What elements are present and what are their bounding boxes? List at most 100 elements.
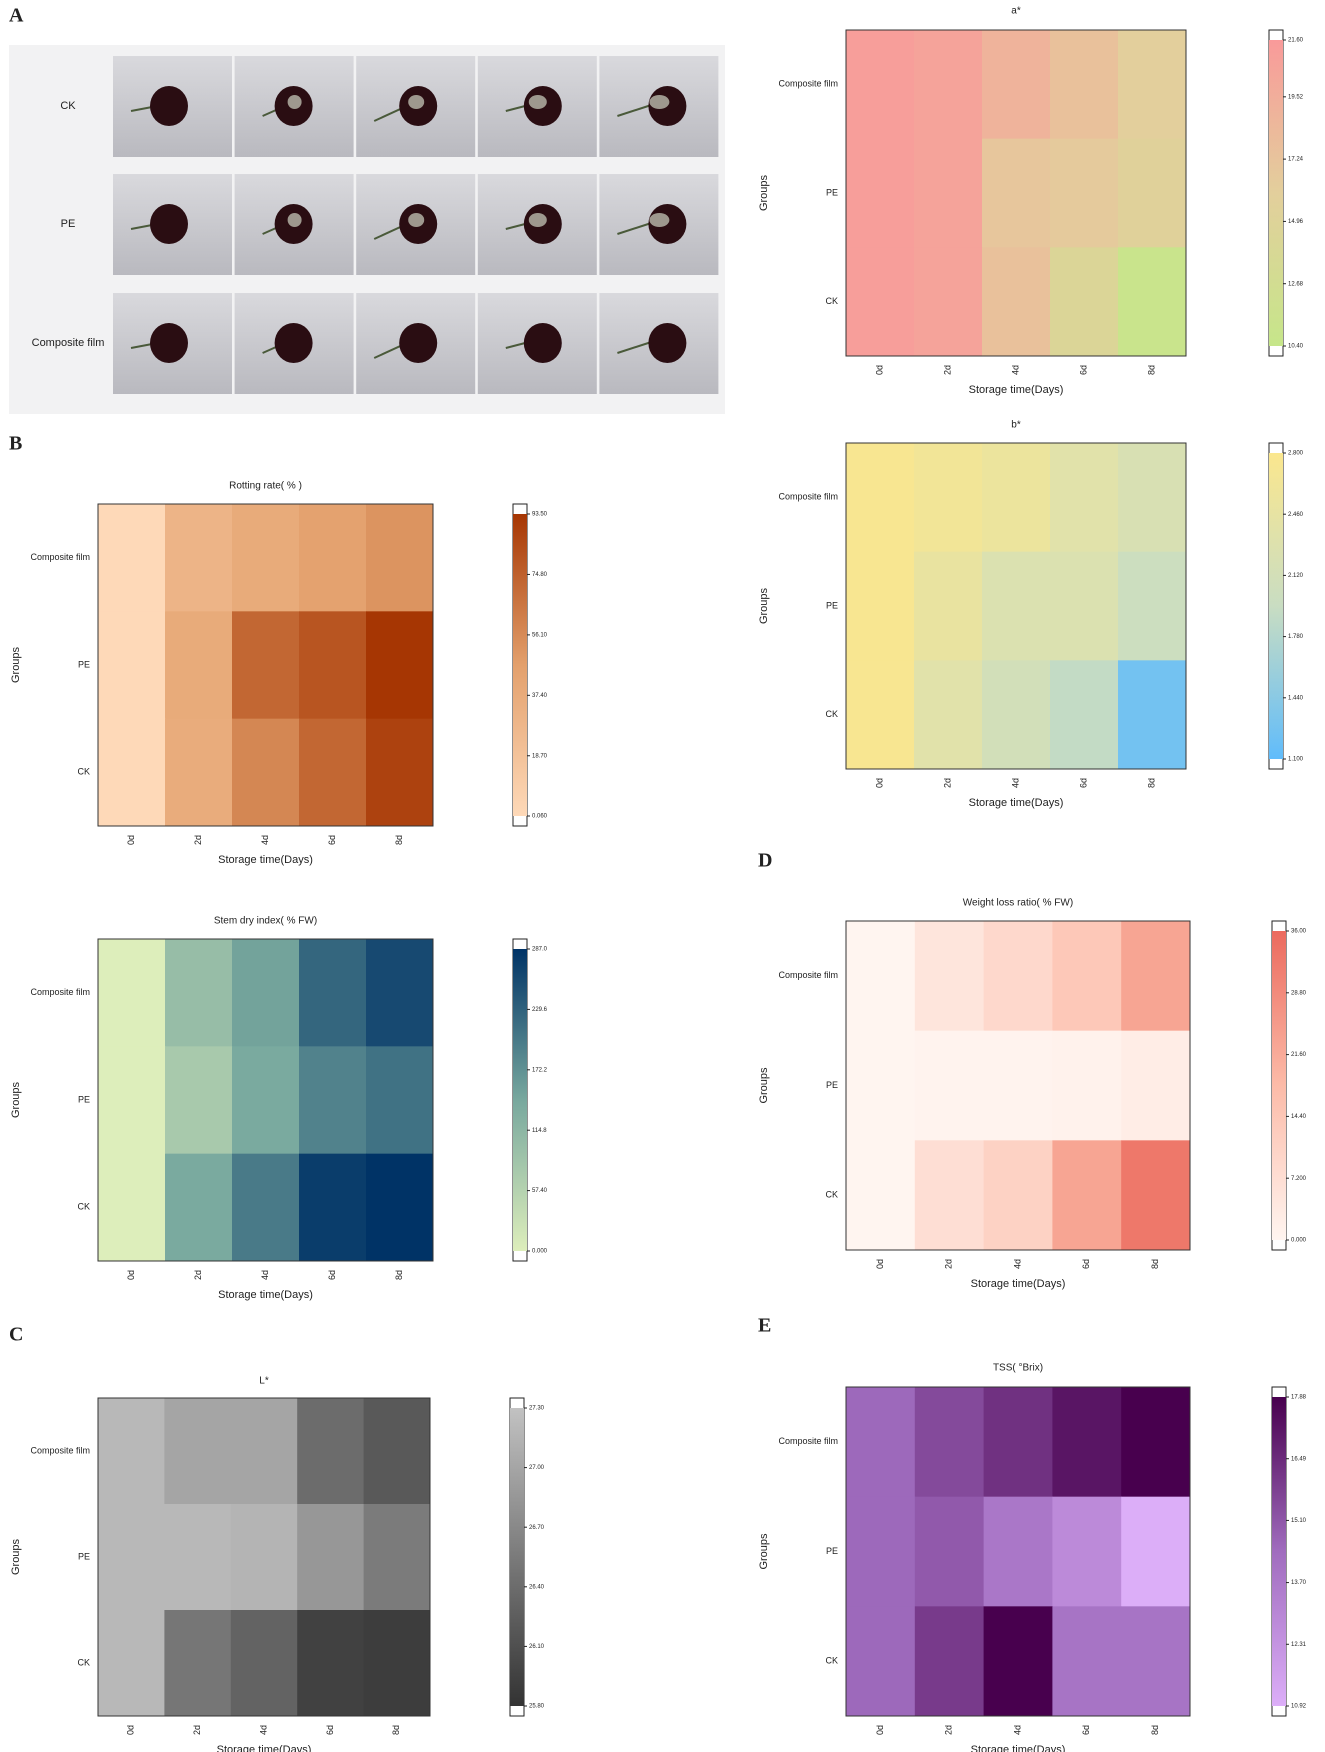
x-tick-label: 6d (327, 1270, 337, 1280)
heat-cell (982, 660, 1051, 769)
heat-cell (165, 719, 233, 827)
heat-cell (982, 139, 1051, 248)
photo-row-label: Composite film (32, 337, 105, 349)
heat-cell (297, 1610, 364, 1717)
x-tick-label: 0d (875, 1259, 885, 1269)
colorbar-tick-label: 74.80 (532, 572, 548, 578)
heat-cell (1118, 30, 1187, 139)
heat-cell (232, 939, 300, 1047)
heat-cell (299, 719, 367, 827)
heat-cell (165, 939, 233, 1047)
cherry (150, 323, 188, 363)
colorbar-tick-label: 2.800 (1288, 451, 1304, 457)
heat-cell (915, 1140, 984, 1250)
colorbar-tick-label: 14.96 (1288, 219, 1304, 225)
colorbar (1272, 1397, 1286, 1706)
x-axis-label: Storage time(Days) (218, 854, 313, 866)
x-tick-label: 2d (193, 1270, 203, 1280)
colorbar-tick-label: 17.88 (1291, 1395, 1307, 1401)
heat-cell (98, 1504, 165, 1611)
colorbar-tick-label: 10.92 (1291, 1704, 1307, 1710)
y-tick-label: PE (826, 1080, 838, 1090)
colorbar-tick-label: 26.10 (529, 1644, 545, 1650)
heat-cell (232, 1046, 300, 1154)
heat-cell (364, 1504, 431, 1611)
heat-cell (299, 611, 367, 719)
heat-cell (98, 1046, 166, 1154)
heat-cell (915, 1387, 984, 1497)
x-axis-label: Storage time(Days) (969, 797, 1064, 809)
heat-cell (846, 552, 915, 661)
y-tick-label: PE (78, 1551, 90, 1561)
x-tick-label: 8d (1146, 778, 1156, 788)
heat-cell (165, 504, 233, 612)
y-tick-label: CK (825, 1656, 838, 1666)
y-tick-label: CK (825, 709, 838, 719)
panel-label: B (9, 433, 22, 455)
colorbar-tick-label: 0.060 (532, 814, 548, 820)
heat-cell (366, 1046, 434, 1154)
mold (529, 95, 547, 109)
colorbar-tick-label: 1.780 (1288, 634, 1304, 640)
x-tick-label: 6d (1081, 1725, 1091, 1735)
x-axis-label: Storage time(Days) (971, 1744, 1066, 1752)
x-axis-label: Storage time(Days) (218, 1289, 313, 1301)
colorbar-tick-label: 57.40 (532, 1188, 548, 1194)
heat-cell (984, 1387, 1053, 1497)
cherry (275, 323, 313, 363)
x-tick-label: 0d (874, 365, 884, 375)
y-tick-label: Composite film (778, 79, 838, 89)
colorbar-tick-label: 0.000 (532, 1249, 548, 1255)
heat-cell (846, 1606, 915, 1716)
x-tick-label: 0d (126, 835, 136, 845)
heatmap: b*Composite filmPECK0d2d4d6d8dStorage ti… (758, 420, 1304, 809)
x-axis-label: Storage time(Days) (971, 1278, 1066, 1290)
x-tick-label: 8d (1150, 1725, 1160, 1735)
heat-cell (366, 611, 434, 719)
x-tick-label: 6d (327, 835, 337, 845)
heat-cell (846, 660, 915, 769)
x-tick-label: 4d (260, 835, 270, 845)
heat-cell (164, 1610, 231, 1717)
heat-cell (1118, 443, 1187, 552)
colorbar-tick-label: 172.2 (532, 1067, 548, 1073)
heat-cell (299, 1154, 367, 1262)
cherry (399, 323, 437, 363)
heat-cell (165, 611, 233, 719)
heat-cell (846, 1031, 915, 1141)
x-tick-label: 0d (126, 1270, 136, 1280)
colorbar-tick-label: 56.10 (532, 632, 548, 638)
chart-title: Stem dry index( % FW) (214, 916, 317, 927)
x-tick-label: 4d (1012, 1259, 1022, 1269)
heat-cell (1121, 1031, 1190, 1141)
heat-cell (366, 719, 434, 827)
y-tick-label: PE (78, 1094, 90, 1104)
heat-cell (232, 719, 300, 827)
heat-cell (1050, 139, 1119, 248)
heat-cell (299, 1046, 367, 1154)
x-tick-label: 2d (942, 365, 952, 375)
x-tick-label: 4d (258, 1725, 268, 1735)
heat-cell (1052, 1606, 1121, 1716)
chart-title: TSS( °Brix) (993, 1363, 1043, 1374)
heat-cell (1121, 1140, 1190, 1250)
heatmap: a*Composite filmPECK0d2d4d6d8dStorage ti… (758, 6, 1304, 396)
heat-cell (914, 443, 983, 552)
x-tick-label: 6d (1078, 365, 1088, 375)
colorbar-tick-label: 287.0 (532, 947, 548, 953)
y-tick-label: CK (825, 1190, 838, 1200)
x-tick-label: 4d (1010, 365, 1020, 375)
chart-title: Rotting rate( % ) (229, 481, 302, 492)
colorbar-tick-label: 1.440 (1288, 695, 1304, 701)
x-tick-label: 4d (260, 1270, 270, 1280)
heatmap: Stem dry index( % FW)Composite filmPECK0… (10, 916, 548, 1301)
heat-cell (1118, 247, 1187, 356)
photo-row-label: CK (60, 100, 76, 112)
y-tick-label: Composite film (778, 492, 838, 502)
heat-cell (1050, 30, 1119, 139)
x-tick-label: 8d (391, 1725, 401, 1735)
heat-cell (1052, 1140, 1121, 1250)
heat-cell (914, 660, 983, 769)
photo-row-label: PE (61, 218, 76, 230)
